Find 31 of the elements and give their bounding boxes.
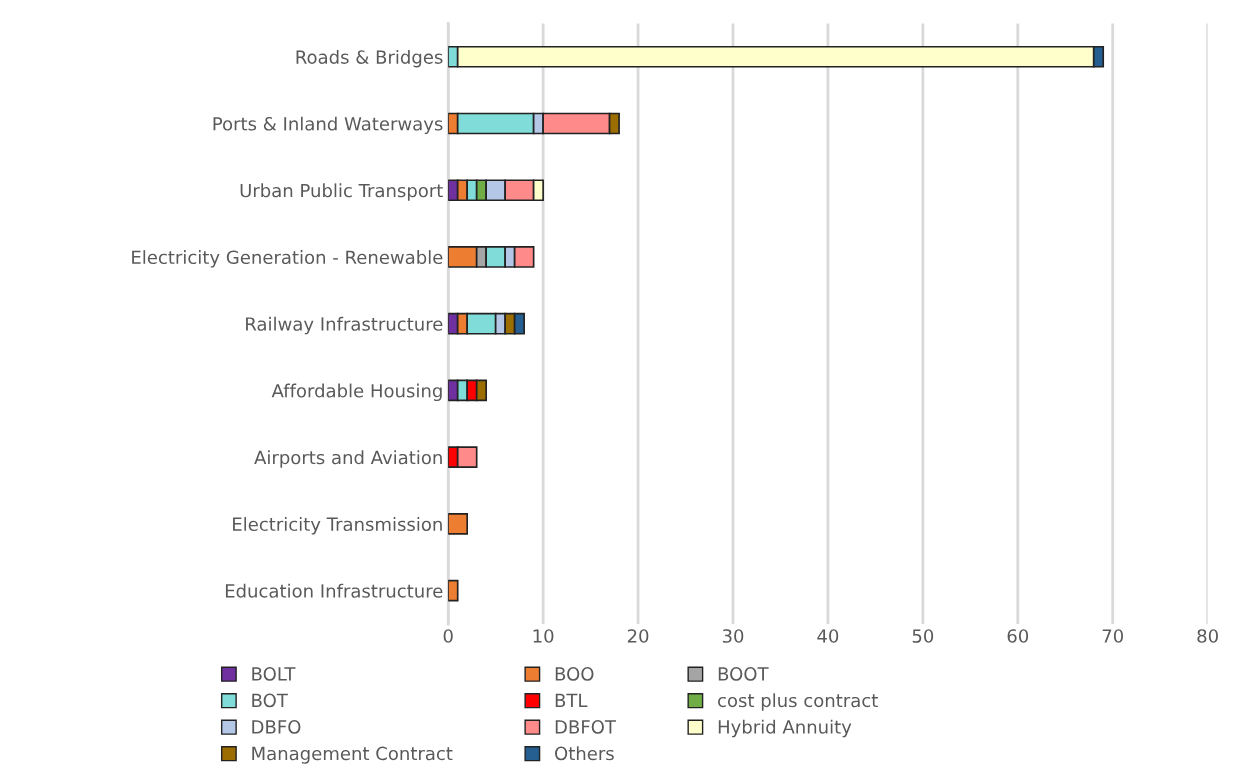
y-tick-label: Electricity Transmission (233, 517, 442, 535)
legend-label: BOOT (718, 667, 769, 681)
legend-label: DBFO (252, 720, 301, 734)
legend-label: BOLT (252, 667, 296, 681)
legend-label: Hybrid Annuity (718, 719, 852, 738)
x-tick-label: 20 (627, 629, 649, 643)
legend-label: BOT (252, 693, 288, 708)
y-tick-label: Airports and Aviation (254, 450, 442, 468)
x-tick-label: 30 (722, 629, 744, 643)
x-tick-label: 40 (817, 629, 839, 643)
x-tick-label: 50 (912, 629, 934, 643)
x-tick-label: 70 (1102, 629, 1124, 643)
legend-label: cost plus contract (718, 693, 878, 711)
bar (448, 579, 459, 602)
x-tick-label: 10 (533, 629, 554, 643)
y-tick-label: Education Infrastructure (225, 583, 443, 598)
legend-label: Management Contract (252, 746, 453, 764)
legend-label: DBFOT (555, 720, 616, 734)
y-tick-label: Electricity Generation - Renewable (132, 250, 443, 268)
y-tick-label: Ports & Inland Waterways (213, 116, 443, 135)
y-tick-label: Affordable Housing (271, 383, 442, 402)
x-tick-label: 80 (1197, 629, 1218, 643)
x-tick-label: 0 (443, 629, 453, 643)
legend-label: BOO (555, 667, 594, 681)
x-tick-label: 60 (1007, 629, 1029, 643)
legend-label: Others (555, 746, 614, 761)
bar (448, 513, 469, 535)
y-tick-label: Railway Infrastructure (246, 316, 443, 335)
y-tick-label: Roads & Bridges (296, 49, 443, 68)
legend-label: BTL (555, 693, 588, 707)
y-tick-label: Urban Public Transport (240, 183, 443, 201)
